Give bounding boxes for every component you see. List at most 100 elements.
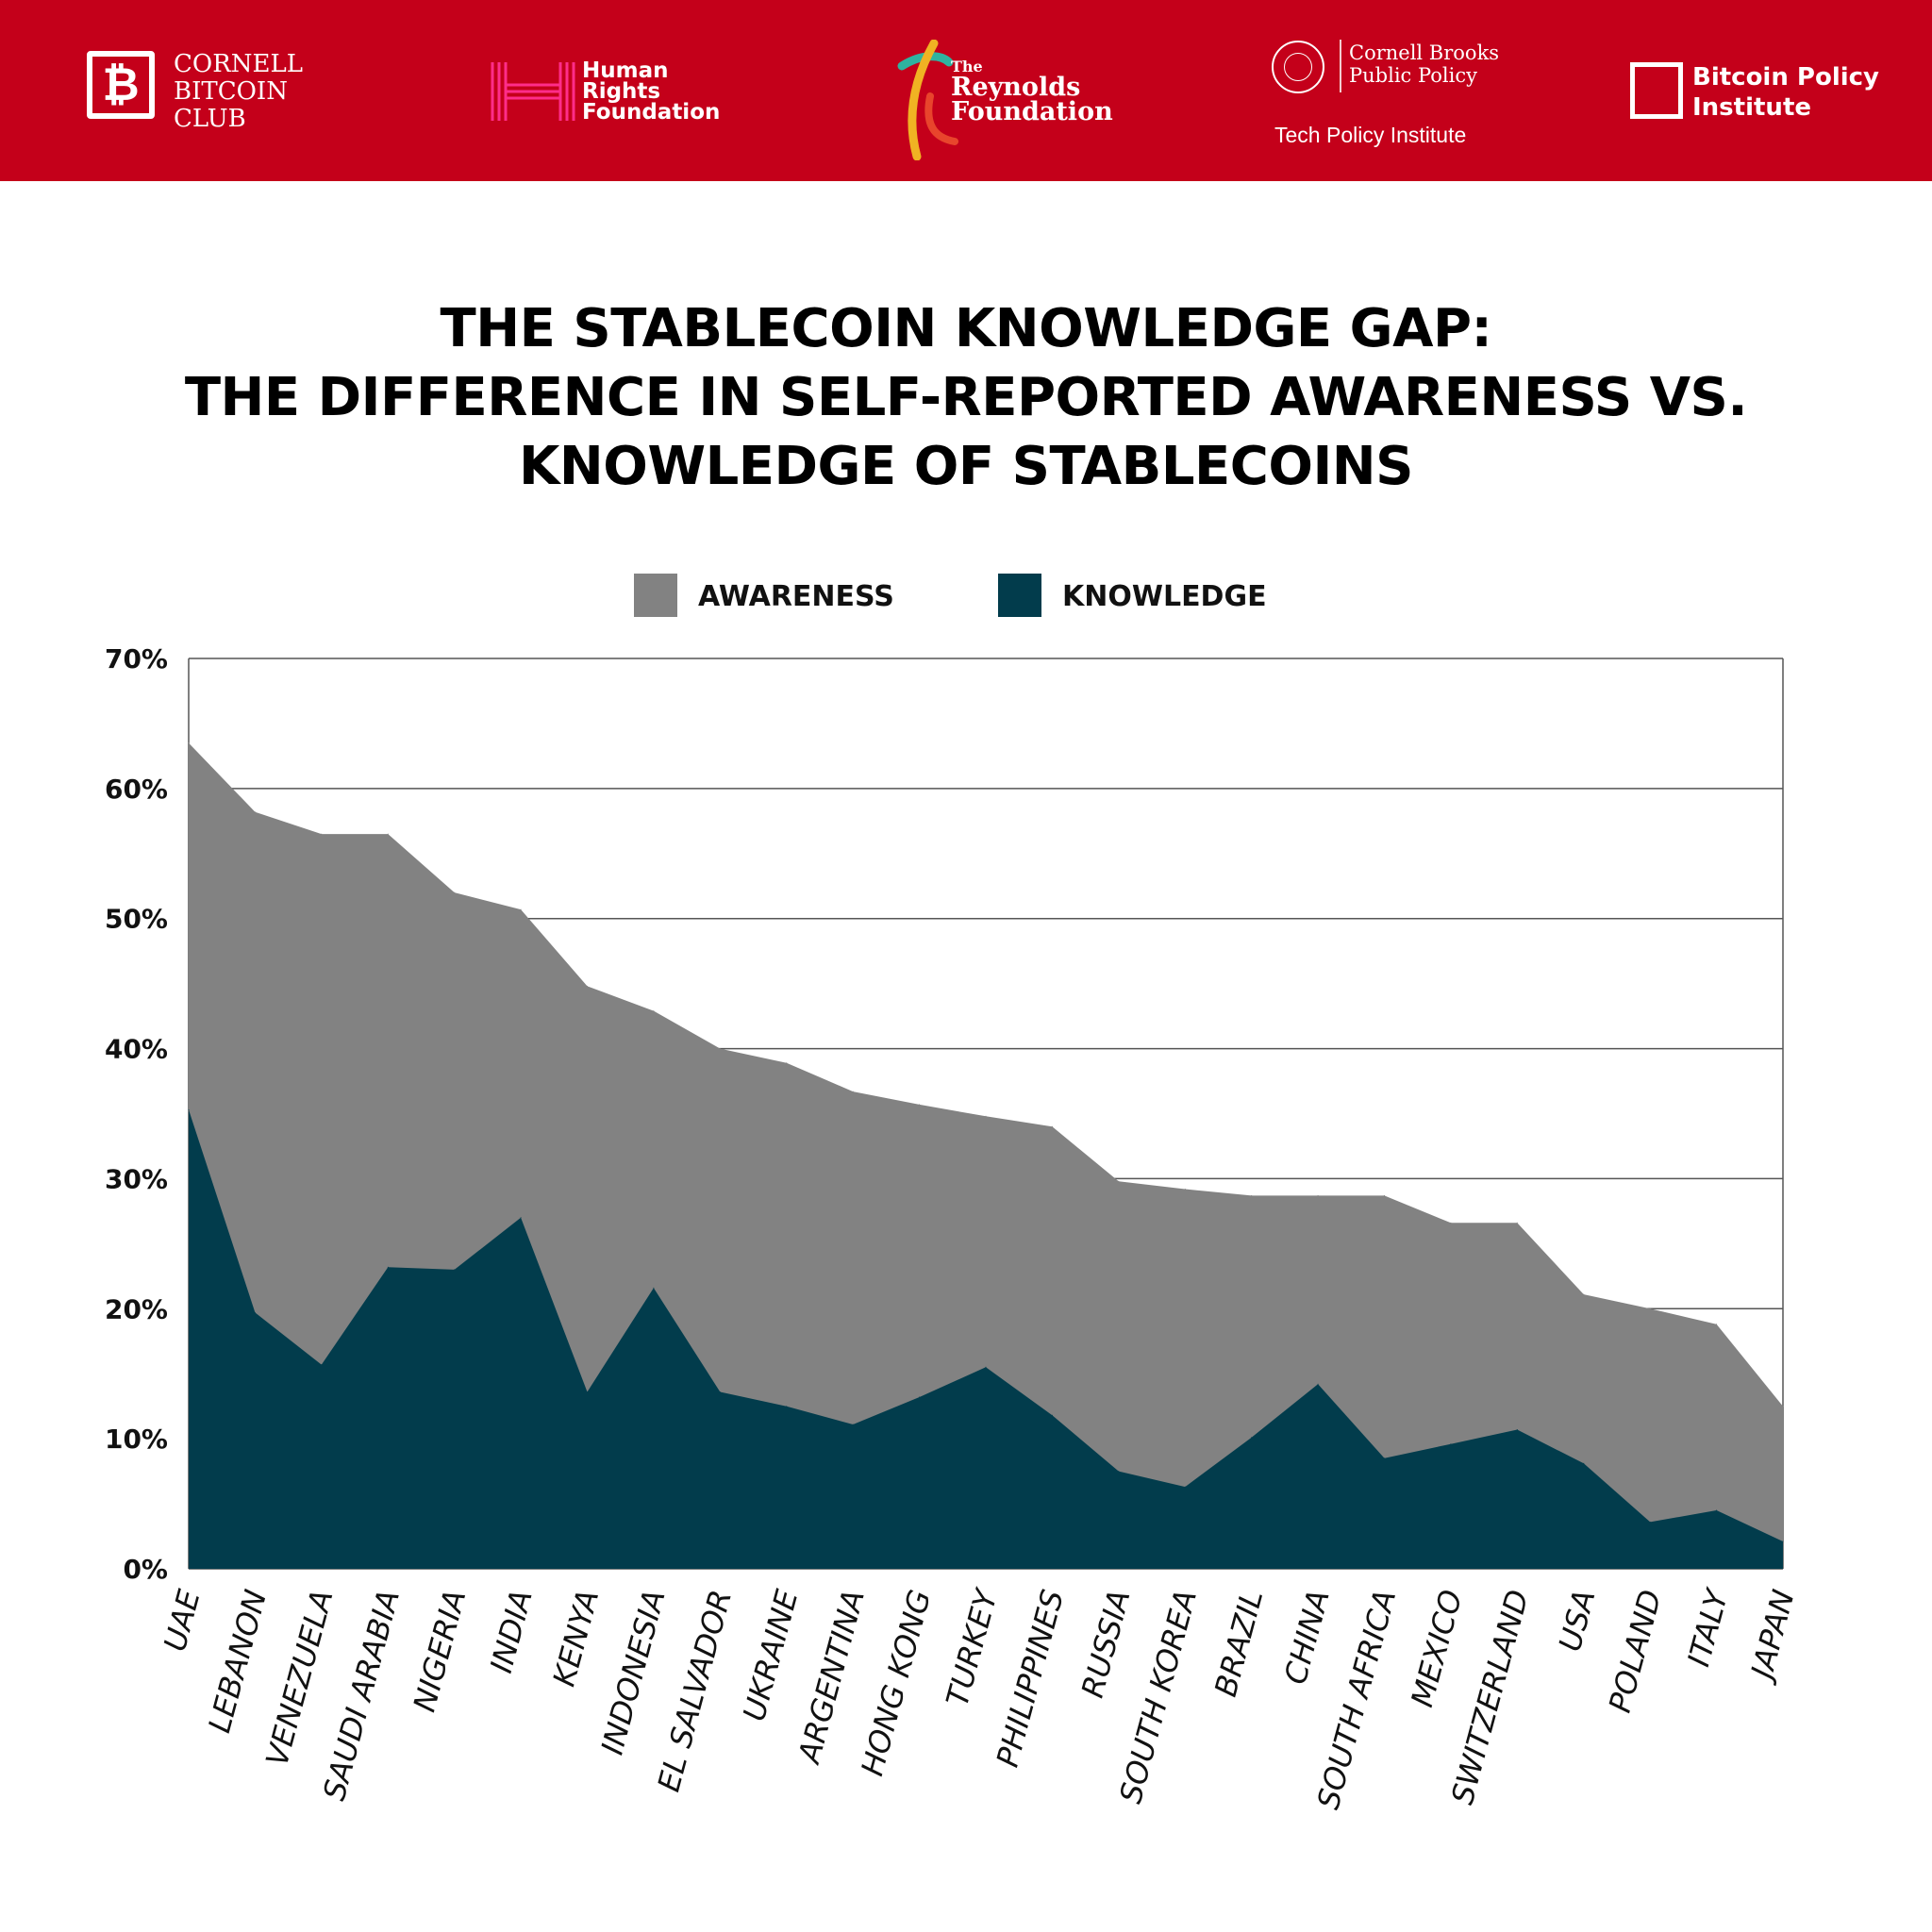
cbc-name-line3: CLUB xyxy=(174,105,246,133)
point-awareness-turkey xyxy=(985,1115,987,1117)
point-awareness-venezuela xyxy=(321,833,323,835)
hrf-name-line1: Human xyxy=(582,58,669,83)
point-knowledge-lebanon xyxy=(254,1311,256,1313)
point-knowledge-argentina xyxy=(852,1424,854,1425)
point-awareness-china xyxy=(1317,1194,1319,1196)
point-knowledge-italy xyxy=(1716,1509,1718,1511)
point-awareness-argentina xyxy=(852,1091,854,1092)
x-tick-label: ARGENTINA xyxy=(791,1586,872,1768)
point-awareness-el-salvador xyxy=(719,1048,721,1050)
point-awareness-india xyxy=(520,908,522,910)
point-awareness-switzerland xyxy=(1516,1222,1518,1224)
x-tick-label: UKRAINE xyxy=(736,1585,806,1724)
point-awareness-mexico xyxy=(1450,1222,1452,1224)
point-knowledge-uae xyxy=(188,1108,190,1110)
point-knowledge-turkey xyxy=(985,1366,987,1368)
point-knowledge-el-salvador xyxy=(719,1391,721,1392)
bitcoin-policy-institute-logo: Bitcoin Policy Institute xyxy=(1630,62,1879,122)
y-axis: 0% 10% 20% 30% 40% 50% 60% 70% xyxy=(105,643,168,1585)
point-awareness-usa xyxy=(1583,1293,1585,1295)
point-knowledge-kenya xyxy=(587,1391,588,1392)
x-tick-label: TURKEY xyxy=(939,1584,1005,1710)
cbc-name-line1: CORNELL xyxy=(174,50,304,78)
chart-areas xyxy=(188,742,1784,1569)
point-knowledge-south-korea xyxy=(1184,1486,1186,1488)
y-tick-label: 60% xyxy=(105,774,168,805)
human-rights-foundation-logo: Human Rights Foundation xyxy=(491,60,726,128)
y-tick-label: 0% xyxy=(123,1554,168,1585)
point-awareness-south-korea xyxy=(1184,1189,1186,1190)
point-awareness-brazil xyxy=(1251,1194,1253,1196)
reynolds-name-line2: Foundation xyxy=(951,97,1113,126)
point-awareness-lebanon xyxy=(254,811,256,813)
x-tick-label: INDONESIA xyxy=(594,1586,673,1758)
area-knowledge xyxy=(189,1109,1783,1569)
point-awareness-japan xyxy=(1782,1406,1784,1407)
hrf-icon xyxy=(491,62,575,121)
point-knowledge-china xyxy=(1317,1383,1319,1385)
point-knowledge-usa xyxy=(1583,1462,1585,1464)
x-tick-label: UAE xyxy=(157,1585,208,1655)
y-tick-label: 10% xyxy=(105,1424,168,1455)
square-icon xyxy=(1630,62,1683,119)
legend-label-knowledge: KNOWLEDGE xyxy=(1062,580,1267,613)
point-awareness-indonesia xyxy=(653,1010,655,1012)
area-awareness xyxy=(189,742,1783,1569)
point-knowledge-saudi-arabia xyxy=(387,1266,389,1268)
point-knowledge-south-africa xyxy=(1384,1457,1385,1459)
x-tick-label: NIGERIA xyxy=(407,1586,474,1715)
title-line-2: THE DIFFERENCE IN SELF-REPORTED AWARENES… xyxy=(184,367,1748,428)
point-awareness-saudi-arabia xyxy=(387,833,389,835)
y-tick-label: 70% xyxy=(105,643,168,675)
point-knowledge-venezuela xyxy=(321,1364,323,1366)
point-awareness-kenya xyxy=(587,985,588,987)
x-tick-label: CHINA xyxy=(1277,1586,1337,1688)
chart-legend: AWARENESS KNOWLEDGE xyxy=(634,574,1267,617)
point-knowledge-mexico xyxy=(1450,1443,1452,1445)
y-tick-label: 40% xyxy=(105,1034,168,1065)
header-banner: ₿ CORNELL BITCOIN CLUB Human Rights Foun… xyxy=(0,0,1932,181)
y-tick-label: 50% xyxy=(105,904,168,935)
x-tick-label: ITALY xyxy=(1680,1584,1736,1671)
hrf-name-line3: Foundation xyxy=(582,100,721,125)
cbc-name-line2: BITCOIN xyxy=(174,77,288,106)
point-knowledge-russia xyxy=(1118,1471,1120,1473)
x-tick-label: KENYA xyxy=(546,1586,607,1690)
reynolds-name-line1: Reynolds xyxy=(951,73,1081,102)
x-tick-label: JAPAN xyxy=(1742,1586,1802,1687)
point-knowledge-brazil xyxy=(1251,1437,1253,1439)
point-knowledge-switzerland xyxy=(1516,1429,1518,1430)
x-tick-label: POLAND xyxy=(1602,1586,1669,1716)
point-knowledge-hong-kong xyxy=(919,1396,921,1398)
y-tick-label: 20% xyxy=(105,1293,168,1324)
point-knowledge-japan xyxy=(1782,1541,1784,1542)
tech-policy-institute-label: Tech Policy Institute xyxy=(1274,123,1467,147)
point-knowledge-nigeria xyxy=(454,1269,456,1271)
legend-swatch-awareness xyxy=(634,574,677,617)
point-awareness-philippines xyxy=(1051,1125,1053,1127)
point-awareness-ukraine xyxy=(786,1062,788,1064)
reynolds-foundation-logo: The Reynolds Foundation xyxy=(896,40,1123,160)
cornell-bitcoin-club-logo: ₿ CORNELL BITCOIN CLUB xyxy=(87,50,332,133)
x-tick-label: PHILIPPINES xyxy=(990,1586,1072,1771)
point-awareness-uae xyxy=(188,742,190,744)
point-knowledge-philippines xyxy=(1051,1414,1053,1416)
point-knowledge-poland xyxy=(1649,1521,1651,1523)
point-awareness-nigeria xyxy=(454,891,456,893)
page-title: THE STABLECOIN KNOWLEDGE GAP: THE DIFFER… xyxy=(94,294,1838,501)
x-tick-label: MEXICO xyxy=(1404,1586,1470,1710)
x-tick-label: VENEZUELA xyxy=(258,1586,340,1770)
bitcoin-icon: ₿ xyxy=(87,51,155,119)
point-knowledge-india xyxy=(520,1217,522,1219)
x-tick-label: RUSSIA xyxy=(1074,1586,1138,1701)
point-knowledge-ukraine xyxy=(786,1406,788,1407)
cornell-name-line2: Public Policy xyxy=(1349,64,1477,87)
reynolds-prefix: The xyxy=(951,58,983,75)
cornell-name-line1: Cornell Brooks xyxy=(1349,42,1500,64)
x-tick-label: USA xyxy=(1552,1586,1603,1655)
point-awareness-hong-kong xyxy=(919,1104,921,1106)
y-tick-label: 30% xyxy=(105,1163,168,1194)
point-awareness-poland xyxy=(1649,1307,1651,1309)
hrf-name-line2: Rights xyxy=(582,79,661,104)
